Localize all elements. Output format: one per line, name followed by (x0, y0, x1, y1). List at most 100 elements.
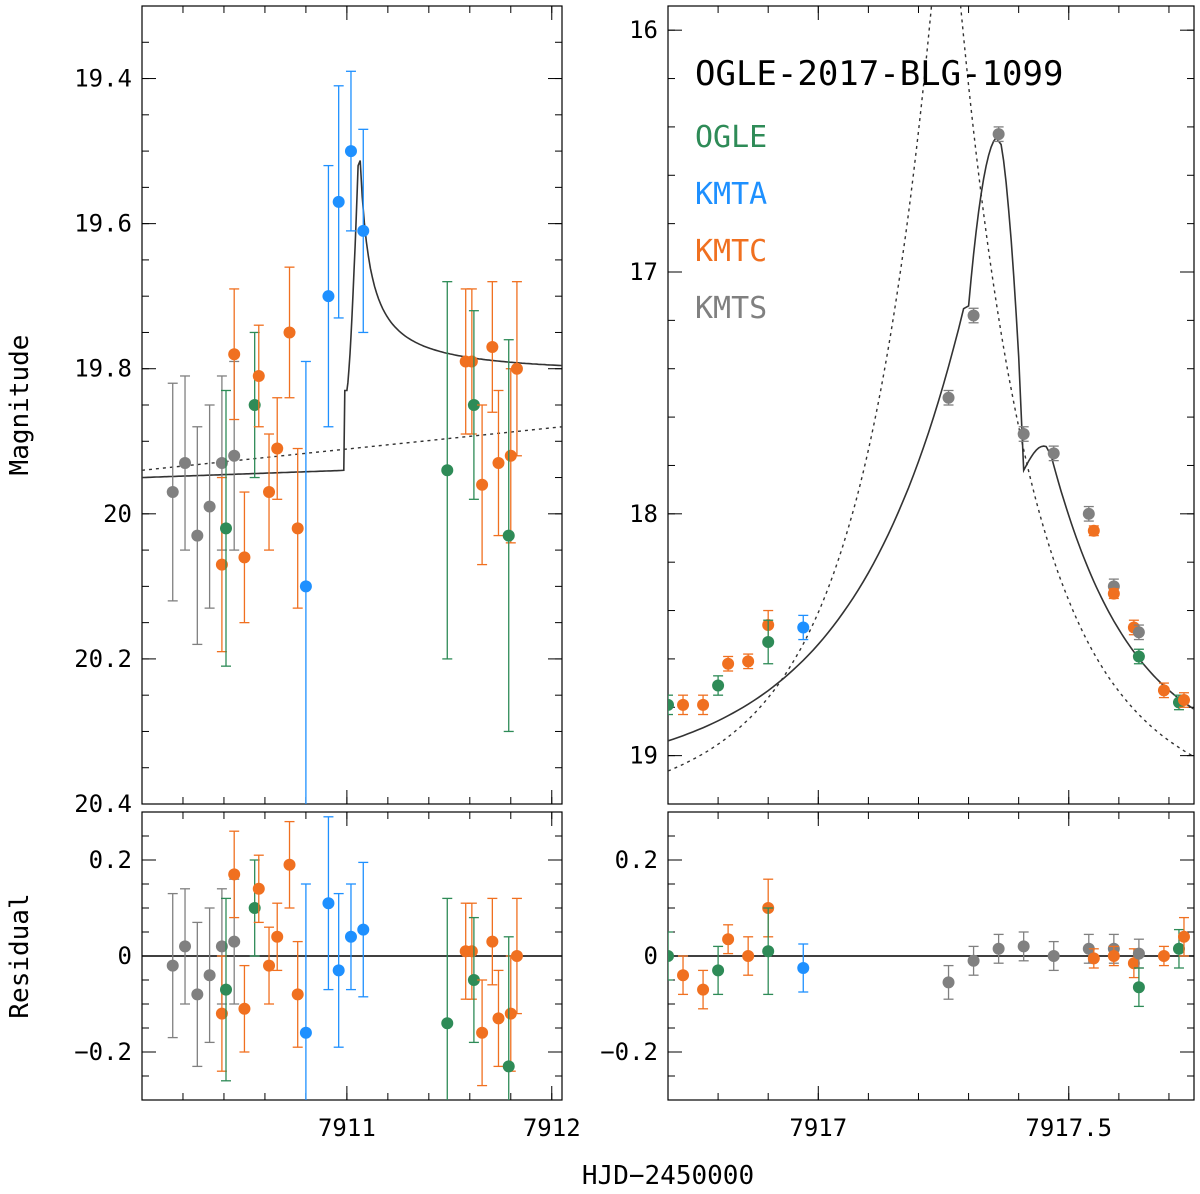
right-mag-ytick-label: 17 (629, 258, 658, 286)
residual-point-kmta (322, 897, 335, 910)
left-res-ytick-label: 0 (118, 942, 132, 970)
data-point-kmtc (504, 449, 517, 462)
data-point-kmtc (742, 655, 755, 668)
residual-point-kmts (1047, 950, 1060, 962)
data-point-kmtc (291, 522, 304, 535)
data-point-kmtc (486, 340, 499, 353)
residual-point-kmtc (1157, 950, 1170, 962)
residual-point-kmtc (238, 1002, 251, 1015)
data-point-kmtc (1107, 587, 1120, 600)
right-mag-plot-area (668, 6, 1194, 772)
residual-point-kmtc (271, 930, 284, 943)
residual-point-kmtc (1127, 957, 1140, 970)
data-point-ogle (502, 529, 515, 542)
residual-point-kmtc (215, 1007, 228, 1020)
data-point-ogle (668, 698, 674, 711)
left-single-lens-model (142, 426, 562, 471)
residual-point-kmtc (504, 1007, 517, 1020)
left-mag-plot-area (142, 70, 562, 804)
data-point-kmts (203, 500, 216, 513)
data-point-kmtc (677, 698, 690, 711)
data-point-kmtc (492, 457, 505, 470)
residual-point-kmtc (697, 983, 710, 996)
residual-point-ogle (762, 945, 775, 958)
y-axis-title-magnitude: Magnitude (5, 335, 35, 476)
residual-point-kmtc (283, 858, 296, 871)
data-point-kmtc (1177, 694, 1190, 707)
data-point-kmtc (510, 362, 523, 375)
left-mag-ytick-label: 19.8 (74, 355, 132, 383)
right-mag-ytick-label: 19 (629, 742, 658, 770)
residual-point-ogle (248, 902, 261, 914)
residual-point-kmta (332, 964, 345, 977)
right-magnitude-frame (667, 5, 1195, 805)
right-residual-panel: 7917 7917.5 0.2 0 −0.2 (600, 811, 1195, 1142)
data-point-kmtc (1157, 684, 1170, 697)
left-residual-panel: 7911 7912 0.2 0 −0.2 (74, 811, 581, 1142)
data-point-kmtc (271, 442, 284, 455)
data-point-kmtc (722, 657, 735, 670)
right-res-xtick-label: 7917 (789, 1114, 847, 1142)
residual-point-kmtc (510, 950, 523, 962)
left-res-xtick-label: 7911 (318, 1114, 376, 1142)
residual-point-kmts (1082, 942, 1095, 955)
data-point-kmtc (1087, 524, 1100, 537)
right-magnitude-panel: 16 17 18 19 (629, 5, 1195, 805)
data-point-ogle (467, 399, 480, 411)
residual-point-kmtc (252, 882, 265, 895)
left-binary-lens-model (142, 160, 562, 479)
left-res-plot-area (142, 816, 562, 1100)
data-point-kmtc (252, 369, 265, 382)
data-point-ogle (441, 464, 454, 477)
data-point-ogle (712, 679, 725, 692)
left-res-ytick-label: −0.2 (74, 1038, 132, 1066)
data-point-ogle (220, 522, 232, 535)
residual-point-kmtc (742, 950, 755, 962)
legend-item-kmta: KMTA (695, 177, 767, 212)
data-point-kmts (191, 529, 204, 542)
chart-title: OGLE-2017-BLG-1099 (695, 54, 1063, 94)
data-point-kmta (332, 195, 345, 208)
left-mag-ytick-label: 20 (103, 500, 132, 528)
residual-point-kmts (992, 942, 1005, 955)
residual-point-ogle (467, 974, 480, 986)
data-point-kmts (942, 391, 955, 404)
residual-point-kmtc (722, 933, 735, 946)
legend-item-ogle: OGLE (695, 120, 767, 155)
residual-point-kmtc (486, 935, 499, 948)
residual-point-ogle (502, 1060, 515, 1073)
right-mag-ytick-label: 18 (629, 500, 658, 528)
residual-point-kmtc (677, 969, 690, 982)
residual-point-kmta (344, 930, 357, 943)
data-point-ogle (248, 399, 261, 411)
data-point-kmts (228, 449, 241, 462)
left-magnitude-panel: 19.4 19.6 19.8 20 20.2 20.4 (74, 5, 563, 818)
data-point-kmts (1132, 626, 1145, 639)
x-axis-title: HJD−2450000 (582, 1161, 754, 1191)
data-point-kmts (215, 457, 228, 470)
residual-point-kmtc (1177, 930, 1190, 943)
data-point-ogle (1132, 650, 1145, 663)
data-point-kmta (322, 290, 335, 303)
data-point-kmtc (283, 326, 296, 339)
data-point-kmta (344, 145, 357, 158)
data-point-kmts (1017, 428, 1030, 441)
residual-point-kmts (215, 940, 228, 953)
data-point-kmts (179, 457, 192, 470)
data-point-kmtc (263, 486, 276, 499)
residual-point-kmts (203, 969, 216, 982)
left-res-ytick-label: 0.2 (89, 846, 132, 874)
data-point-kmts (992, 128, 1005, 141)
residual-point-ogle (1132, 981, 1145, 994)
residual-point-kmts (967, 954, 980, 967)
data-point-kmtc (697, 698, 710, 711)
right-res-ytick-label: 0.2 (615, 846, 658, 874)
data-point-ogle (762, 635, 775, 648)
data-point-kmtc (228, 348, 241, 361)
right-binary-lens-model (668, 136, 1194, 742)
left-mag-ytick-label: 19.6 (74, 210, 132, 238)
residual-point-kmts (942, 976, 955, 989)
residual-point-kmts (166, 959, 179, 972)
data-point-kmts (1047, 447, 1060, 460)
data-point-kmtc (238, 551, 251, 564)
